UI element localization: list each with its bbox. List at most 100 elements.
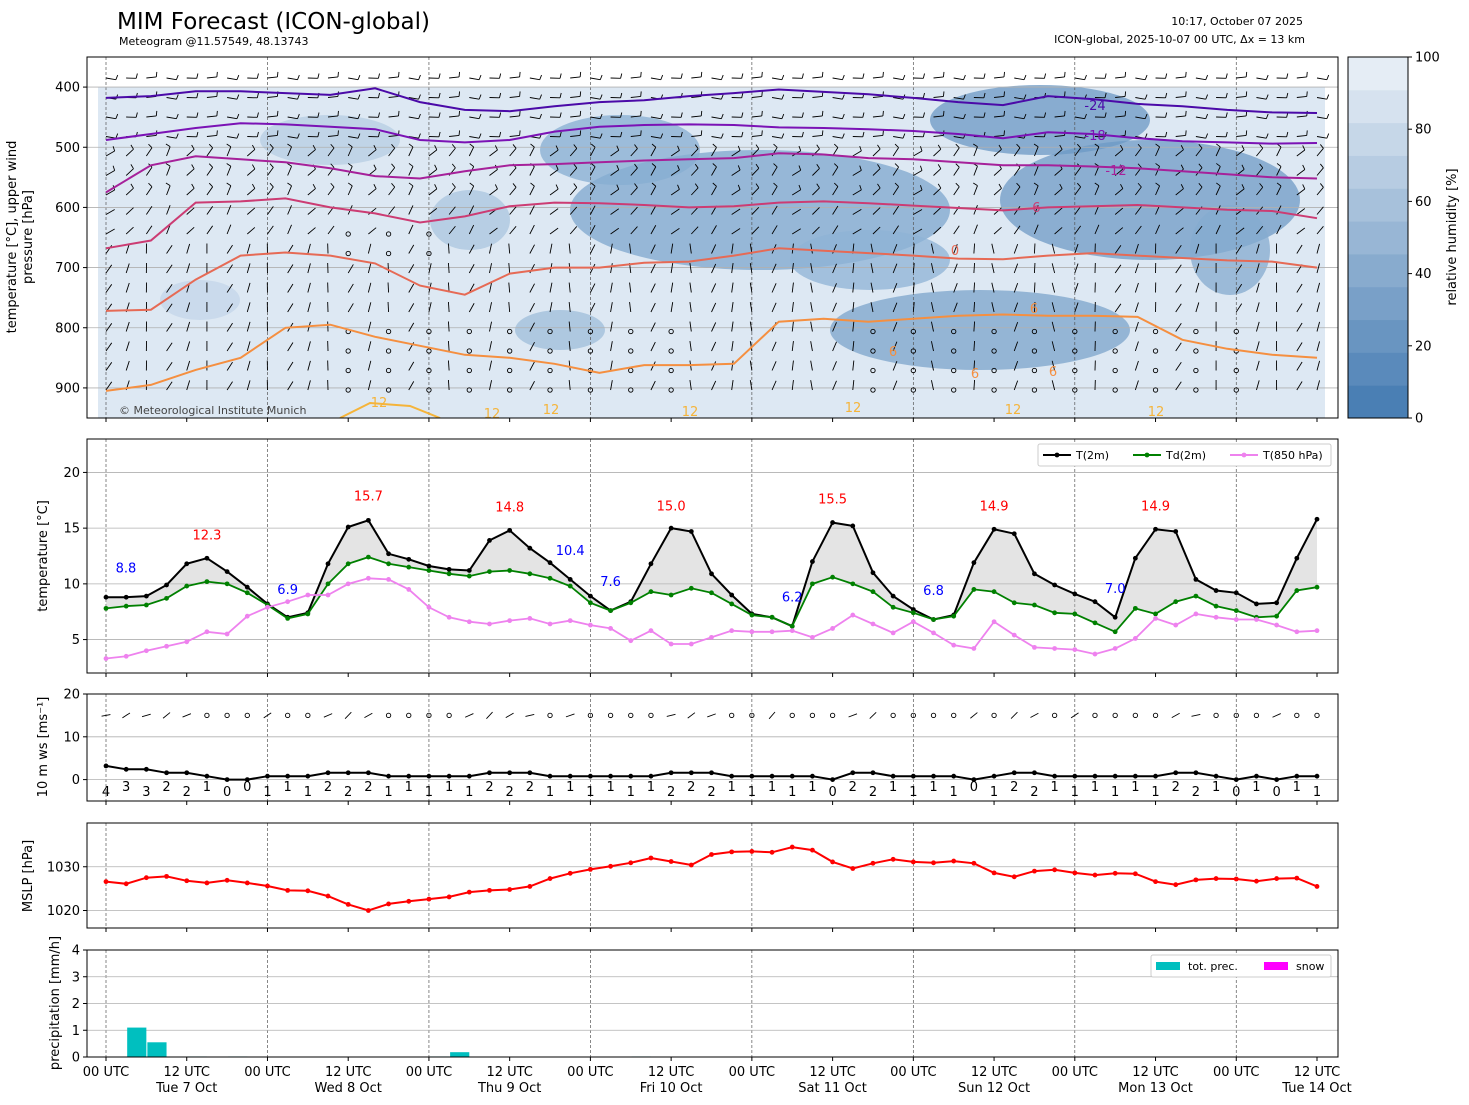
upper-wind-barb (930, 282, 934, 293)
data-point-td2m (143, 602, 149, 608)
barb-feather (1185, 110, 1187, 116)
upper-wind-barb (731, 150, 741, 157)
upper-wind-barb (1195, 136, 1206, 139)
calm-wind-marker (406, 712, 412, 719)
upper-wind-barb (1074, 77, 1085, 81)
barb-feather (1198, 183, 1203, 188)
upper-wind-barb (1195, 116, 1206, 120)
upper-wind-barb (1115, 76, 1126, 79)
upper-wind-barb (1276, 185, 1282, 196)
barb-feather (1259, 183, 1264, 188)
upper-wind-barb (468, 185, 475, 196)
upper-wind-barb (1074, 206, 1082, 215)
upper-wind-barb (933, 76, 944, 79)
data-point-t850 (709, 634, 714, 640)
surface-wind-barb (486, 711, 493, 719)
mslp-point (466, 889, 472, 895)
upper-wind-barb (367, 302, 372, 313)
upper-wind-barb (408, 361, 415, 371)
wind-speed-point (224, 777, 230, 782)
upper-wind-barb (749, 360, 753, 371)
upper-wind-barb (307, 188, 316, 196)
barb-feather (983, 112, 986, 118)
barb-feather (842, 133, 845, 139)
upper-wind-barb (367, 243, 372, 254)
data-point-t850 (588, 622, 593, 628)
temperature-panel: 8.812.36.915.714.810.47.615.06.215.56.81… (36, 438, 1339, 674)
calm-wind-marker (507, 387, 513, 393)
barb-feather (317, 112, 320, 118)
calm-wind-marker (345, 367, 351, 374)
upper-wind-barb (246, 341, 251, 352)
upper-wind-barb (105, 342, 113, 352)
calm-wind-marker (1031, 367, 1038, 374)
calm-wind-marker (345, 387, 351, 393)
wind-speed-point (1254, 773, 1259, 779)
upper-wind-barb (933, 148, 942, 157)
wind-speed-point (628, 773, 634, 779)
wind-speed-label: 2 (1192, 785, 1200, 800)
upper-wind-barb (993, 207, 1002, 215)
barb-feather (955, 163, 960, 168)
upper-wind-barb (1074, 147, 1082, 157)
upper-wind-barb (1033, 301, 1036, 313)
barb-feather (694, 144, 699, 149)
day-label: Mon 13 Oct (1118, 1081, 1193, 1096)
upper-wind-barb (630, 76, 641, 79)
calm-wind-marker (385, 387, 392, 393)
barb-feather (196, 92, 199, 98)
upper-wind-barb (590, 166, 596, 176)
mslp-point (123, 881, 129, 887)
upper-wind-barb (1074, 263, 1079, 274)
upper-wind-barb (347, 146, 353, 157)
barb-feather (737, 165, 741, 171)
wind-speed-label: 1 (627, 785, 635, 800)
calm-wind-marker (910, 712, 916, 719)
legend-label: snow (1296, 960, 1324, 973)
upper-wind-barb (751, 206, 760, 215)
calm-wind-marker (426, 231, 432, 237)
wind-speed-label: 0 (828, 785, 836, 800)
upper-wind-barb (387, 301, 390, 313)
upper-wind-barb (549, 188, 559, 196)
upper-wind-barb (408, 205, 414, 215)
barb-feather (821, 130, 824, 136)
data-point-td2m (426, 568, 432, 573)
barb-feather (1144, 74, 1148, 80)
surface-wind-barb (666, 713, 676, 717)
upper-wind-barb (751, 148, 760, 157)
mslp-point (507, 887, 513, 892)
upper-wind-barb (186, 226, 195, 235)
wind-speed-label: 1 (566, 780, 574, 795)
calm-wind-marker (204, 712, 210, 719)
upper-wind-barb (953, 166, 960, 176)
upper-wind-barb (1134, 302, 1139, 313)
mslp-point (325, 893, 331, 899)
calm-wind-marker (1072, 348, 1078, 354)
upper-wind-barb (771, 136, 782, 139)
upper-wind-barb (368, 188, 377, 196)
upper-wind-barb (749, 282, 753, 293)
barb-feather (196, 131, 199, 137)
barb-feather (998, 183, 1002, 189)
upper-wind-barb (489, 227, 498, 235)
upper-wind-barb (125, 321, 130, 332)
upper-wind-barb (973, 185, 978, 196)
upper-wind-barb (953, 116, 964, 120)
barb-feather (555, 164, 559, 170)
upper-wind-barb (246, 149, 256, 157)
upper-wind-barb (930, 360, 934, 371)
upper-wind-barb (529, 166, 535, 176)
barb-feather (660, 133, 664, 139)
data-point-t850 (426, 604, 432, 610)
upper-wind-barb (892, 302, 898, 313)
barb-feather (1124, 110, 1127, 116)
calm-wind-marker (809, 712, 816, 719)
upper-wind-barb (872, 115, 883, 118)
data-point-t2m (143, 593, 149, 599)
upper-wind-barb (1316, 187, 1324, 196)
upper-wind-barb (307, 263, 311, 274)
wind-speed-point (749, 773, 755, 779)
barb-feather (573, 183, 578, 188)
barb-feather (1137, 163, 1142, 168)
